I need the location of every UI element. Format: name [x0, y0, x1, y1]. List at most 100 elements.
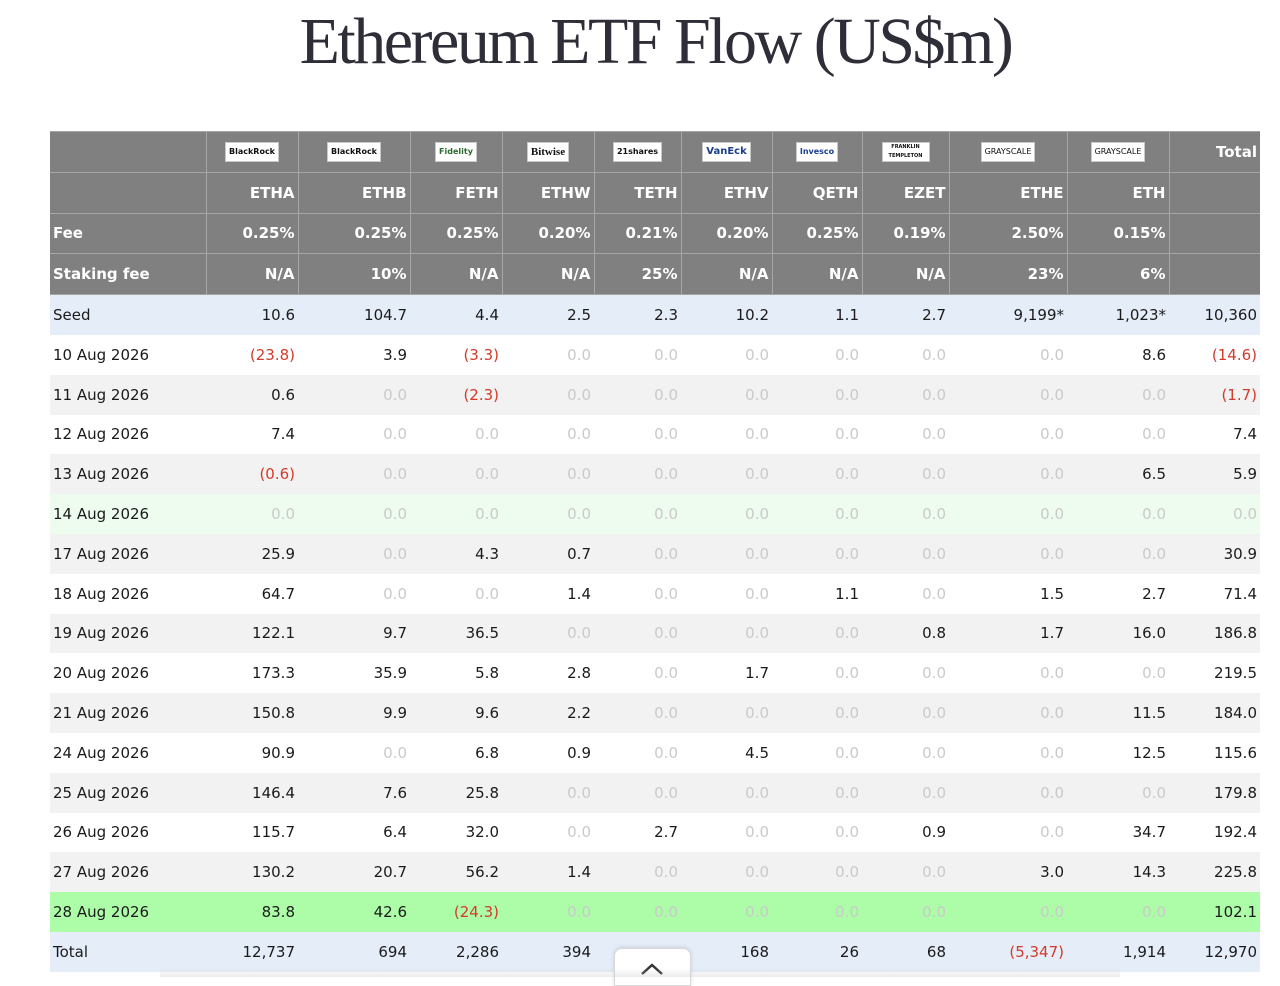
scroll-to-top-button[interactable]	[614, 948, 691, 986]
flow-cell: 56.2	[410, 852, 502, 893]
bottom-fade	[160, 968, 1120, 977]
flow-cell: 0.0	[949, 653, 1067, 694]
flow-cell: 1.7	[949, 613, 1067, 654]
staking-fee-row: Staking fee N/A 10% N/A N/A 25% N/A N/A …	[50, 253, 1260, 296]
flow-cell: 11.5	[1067, 693, 1169, 733]
flow-cell: 5.8	[410, 653, 502, 694]
row-label: Seed	[50, 294, 206, 335]
grayscale-logo: GRAYSCALE	[1090, 141, 1146, 162]
fee-blank-cell	[1169, 213, 1260, 255]
flow-cell: 42.6	[298, 892, 410, 932]
flow-cell: 694	[298, 931, 410, 972]
flow-cell: 0.0	[410, 454, 502, 495]
flow-cell: 26	[772, 931, 862, 972]
row-total-cell: 115.6	[1169, 732, 1260, 773]
21shares-logo: 21shares	[612, 141, 663, 162]
logo-row: BlackRock BlackRock Fidelity Bitwise 21s…	[50, 131, 1260, 173]
table-body: Seed 10.6 104.7 4.4 2.5 2.3 10.2 1.1 2.7 9,199* 1,…	[50, 294, 1260, 972]
flow-cell: (23.8)	[206, 334, 298, 375]
flow-cell: 0.0	[298, 374, 410, 415]
flow-cell: 0.0	[594, 573, 681, 614]
table-row: Seed 10.6 104.7 4.4 2.5 2.3 10.2 1.1 2.7 9,199* 1,…	[50, 294, 1260, 335]
flow-cell: 0.0	[862, 653, 949, 694]
table-row: 18 Aug 2026 64.7 0.0 0.0 1.4 0.0 0.0 1.1 0.0 1.5 2…	[50, 573, 1260, 614]
flow-cell: 2.7	[594, 812, 681, 853]
flow-cell: 4.3	[410, 533, 502, 574]
staking-fee-cell: N/A	[862, 253, 950, 296]
flow-cell: 0.0	[772, 414, 862, 455]
chevron-up-icon	[641, 963, 663, 975]
flow-cell: 2.2	[502, 693, 594, 733]
fee-cell: 0.19%	[862, 213, 950, 255]
flow-cell: 0.0	[949, 494, 1067, 534]
flow-cell: 150.8	[206, 693, 298, 733]
ticker-blank-cell	[50, 172, 207, 214]
flow-cell: 0.0	[772, 852, 862, 893]
flow-cell: 0.0	[949, 374, 1067, 415]
flow-cell: 0.0	[862, 334, 949, 375]
flow-cell: 104.7	[298, 294, 410, 335]
staking-fee-cell: N/A	[681, 253, 773, 296]
flow-cell: 68	[862, 931, 949, 972]
fidelity-logo: Fidelity	[435, 141, 477, 162]
flow-cell: 0.0	[862, 693, 949, 733]
row-total-cell: 179.8	[1169, 772, 1260, 813]
flow-cell: 0.0	[862, 533, 949, 574]
flow-cell: 1.1	[772, 573, 862, 614]
flow-cell: 0.0	[681, 454, 772, 495]
flow-cell: 20.7	[298, 852, 410, 893]
flow-cell: 3.9	[298, 334, 410, 375]
grayscale-logo: GRAYSCALE	[980, 141, 1036, 162]
flow-cell: 83.8	[206, 892, 298, 932]
staking-fee-cell: N/A	[502, 253, 595, 296]
flow-cell: 14.3	[1067, 852, 1169, 893]
table-row: 11 Aug 2026 0.6 0.0 (2.3) 0.0 0.0 0.0 0.0 0.0 0.0…	[50, 374, 1260, 415]
flow-cell: 0.0	[594, 374, 681, 415]
staking-fee-cell: N/A	[410, 253, 503, 296]
flow-cell: 0.0	[681, 693, 772, 733]
flow-cell: 0.0	[681, 334, 772, 375]
flow-cell: 122.1	[206, 613, 298, 654]
flow-cell: 0.0	[772, 653, 862, 694]
flow-cell: 0.0	[1067, 374, 1169, 415]
flow-cell: 0.0	[502, 892, 594, 932]
row-label: 25 Aug 2026	[50, 772, 206, 813]
flow-cell: 0.0	[298, 732, 410, 773]
flow-cell: 0.0	[502, 812, 594, 853]
ticker-cell: ETHA	[206, 172, 299, 214]
flow-cell: 7.6	[298, 772, 410, 813]
table-header: BlackRock BlackRock Fidelity Bitwise 21s…	[50, 131, 1260, 296]
flow-cell: 0.0	[594, 772, 681, 813]
flow-cell: 0.0	[681, 494, 772, 534]
flow-cell: 8.6	[1067, 334, 1169, 375]
staking-fee-cell: N/A	[772, 253, 863, 296]
flow-cell: 394	[502, 931, 594, 972]
flow-cell: 0.0	[772, 374, 862, 415]
flow-cell: 64.7	[206, 573, 298, 614]
staking-fee-cell: 25%	[594, 253, 682, 296]
fee-cell: 0.25%	[298, 213, 411, 255]
ticker-cell: ETH	[1067, 172, 1170, 214]
flow-cell: 9.6	[410, 693, 502, 733]
flow-cell: (0.6)	[206, 454, 298, 495]
ticker-cell: EZET	[862, 172, 950, 214]
ticker-cell: QETH	[772, 172, 863, 214]
flow-cell: 0.0	[594, 852, 681, 893]
staking-fee-cell: 23%	[949, 253, 1068, 296]
flow-cell: 0.0	[502, 374, 594, 415]
fee-cell: 0.25%	[410, 213, 503, 255]
table-row: 20 Aug 2026 173.3 35.9 5.8 2.8 0.0 1.7 0.0 0.0 0.…	[50, 653, 1260, 694]
flow-cell: 0.6	[206, 374, 298, 415]
row-label: 11 Aug 2026	[50, 374, 206, 415]
fee-cell: 0.20%	[502, 213, 595, 255]
flow-cell: (5,347)	[949, 931, 1067, 972]
flow-cell: 0.0	[862, 573, 949, 614]
flow-cell: 0.0	[410, 494, 502, 534]
flow-cell: 0.0	[298, 414, 410, 455]
flow-cell: 2.8	[502, 653, 594, 694]
row-total-cell: 225.8	[1169, 852, 1260, 893]
flow-cell: 34.7	[1067, 812, 1169, 853]
flow-cell: 0.0	[862, 374, 949, 415]
flow-cell: 0.0	[681, 374, 772, 415]
table-row: 13 Aug 2026 (0.6) 0.0 0.0 0.0 0.0 0.0 0.0 0.0 0.0…	[50, 454, 1260, 495]
